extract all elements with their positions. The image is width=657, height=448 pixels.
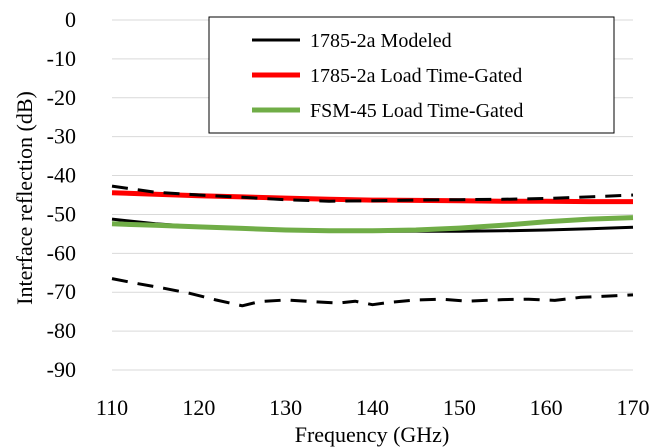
dashed-series-line bbox=[111, 184, 634, 203]
y-tick-label: -80 bbox=[47, 318, 76, 343]
dashed-series-line bbox=[111, 277, 634, 308]
y-tick-label: -30 bbox=[47, 124, 76, 149]
legend-label: 1785-2a Load Time-Gated bbox=[310, 65, 522, 87]
x-tick-label: 110 bbox=[96, 395, 128, 420]
y-axis-ticks: 0 -10 -20 -30 -40 -50 -60 -70 -80 -90 bbox=[47, 7, 76, 382]
series-layer bbox=[111, 184, 634, 308]
y-tick-label: -60 bbox=[47, 240, 76, 265]
y-tick-label: 0 bbox=[65, 7, 76, 32]
series-line bbox=[111, 215, 634, 234]
x-tick-label: 170 bbox=[617, 395, 650, 420]
x-axis-label: Frequency (GHz) bbox=[295, 422, 450, 447]
x-tick-label: 140 bbox=[356, 395, 389, 420]
gridlines bbox=[112, 19, 633, 371]
y-axis-label: Interface reflection (dB) bbox=[12, 91, 37, 305]
y-tick-label: -10 bbox=[47, 46, 76, 71]
y-tick-label: -20 bbox=[47, 85, 76, 110]
x-tick-label: 160 bbox=[530, 395, 563, 420]
legend-label: 1785-2a Modeled bbox=[310, 30, 452, 52]
y-tick-label: -50 bbox=[47, 201, 76, 226]
legend: 1785-2a Modeled 1785-2a Load Time-Gated FS… bbox=[208, 16, 615, 134]
x-tick-label: 120 bbox=[182, 395, 215, 420]
legend-label: FSM-45 Load Time-Gated bbox=[310, 100, 523, 122]
x-tick-label: 130 bbox=[269, 395, 302, 420]
y-tick-label: -70 bbox=[47, 279, 76, 304]
y-tick-label: -40 bbox=[47, 163, 76, 188]
x-axis-ticks: 110 120 130 140 150 160 170 bbox=[96, 395, 650, 420]
x-tick-label: 150 bbox=[443, 395, 476, 420]
y-tick-label: -90 bbox=[47, 357, 76, 382]
